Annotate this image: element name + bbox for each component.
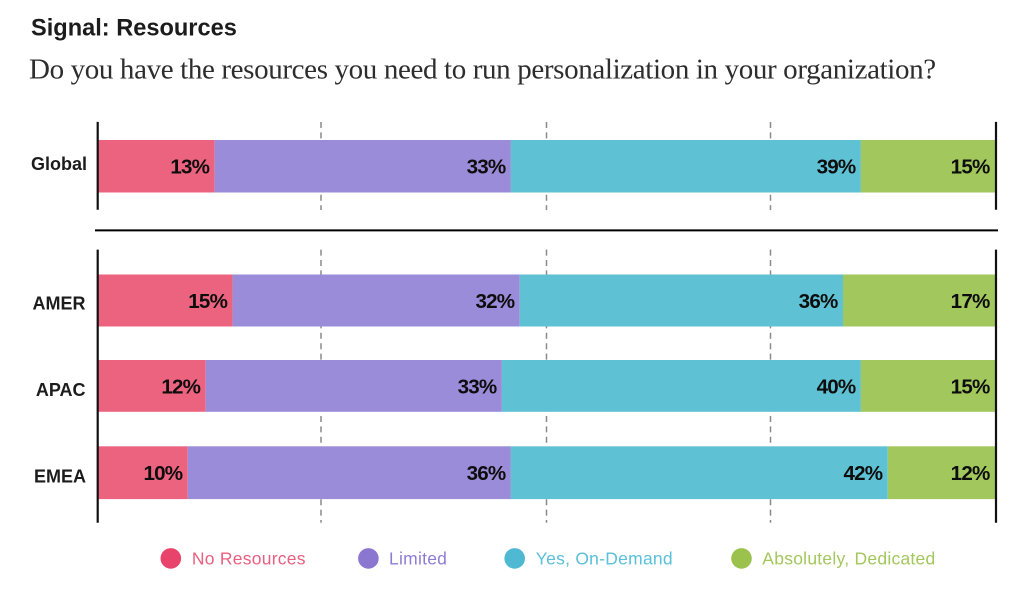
svg-text:Yes, On-Demand: Yes, On-Demand — [536, 548, 673, 568]
svg-text:40%: 40% — [817, 375, 856, 398]
svg-text:15%: 15% — [188, 290, 227, 313]
svg-text:Global: Global — [31, 154, 87, 174]
svg-text:15%: 15% — [951, 156, 990, 179]
svg-text:36%: 36% — [467, 462, 506, 485]
svg-text:APAC: APAC — [36, 380, 86, 400]
svg-text:12%: 12% — [161, 375, 200, 398]
svg-text:42%: 42% — [843, 462, 882, 485]
svg-text:Do you have the resources you: Do you have the resources you need to ru… — [29, 54, 936, 86]
svg-text:12%: 12% — [951, 462, 990, 485]
svg-text:33%: 33% — [458, 375, 497, 398]
svg-text:EMEA: EMEA — [34, 466, 86, 486]
svg-text:Absolutely, Dedicated: Absolutely, Dedicated — [762, 548, 935, 568]
svg-text:32%: 32% — [475, 290, 514, 313]
svg-text:Signal: Resources: Signal: Resources — [31, 16, 237, 42]
svg-text:No Resources: No Resources — [192, 548, 306, 568]
svg-text:Limited: Limited — [389, 548, 447, 568]
svg-text:13%: 13% — [170, 156, 209, 179]
svg-text:AMER: AMER — [33, 293, 86, 313]
svg-text:39%: 39% — [817, 156, 856, 179]
svg-text:36%: 36% — [799, 290, 838, 313]
svg-text:15%: 15% — [951, 375, 990, 398]
svg-text:17%: 17% — [951, 290, 990, 313]
svg-text:33%: 33% — [467, 156, 506, 179]
svg-text:10%: 10% — [143, 462, 182, 485]
